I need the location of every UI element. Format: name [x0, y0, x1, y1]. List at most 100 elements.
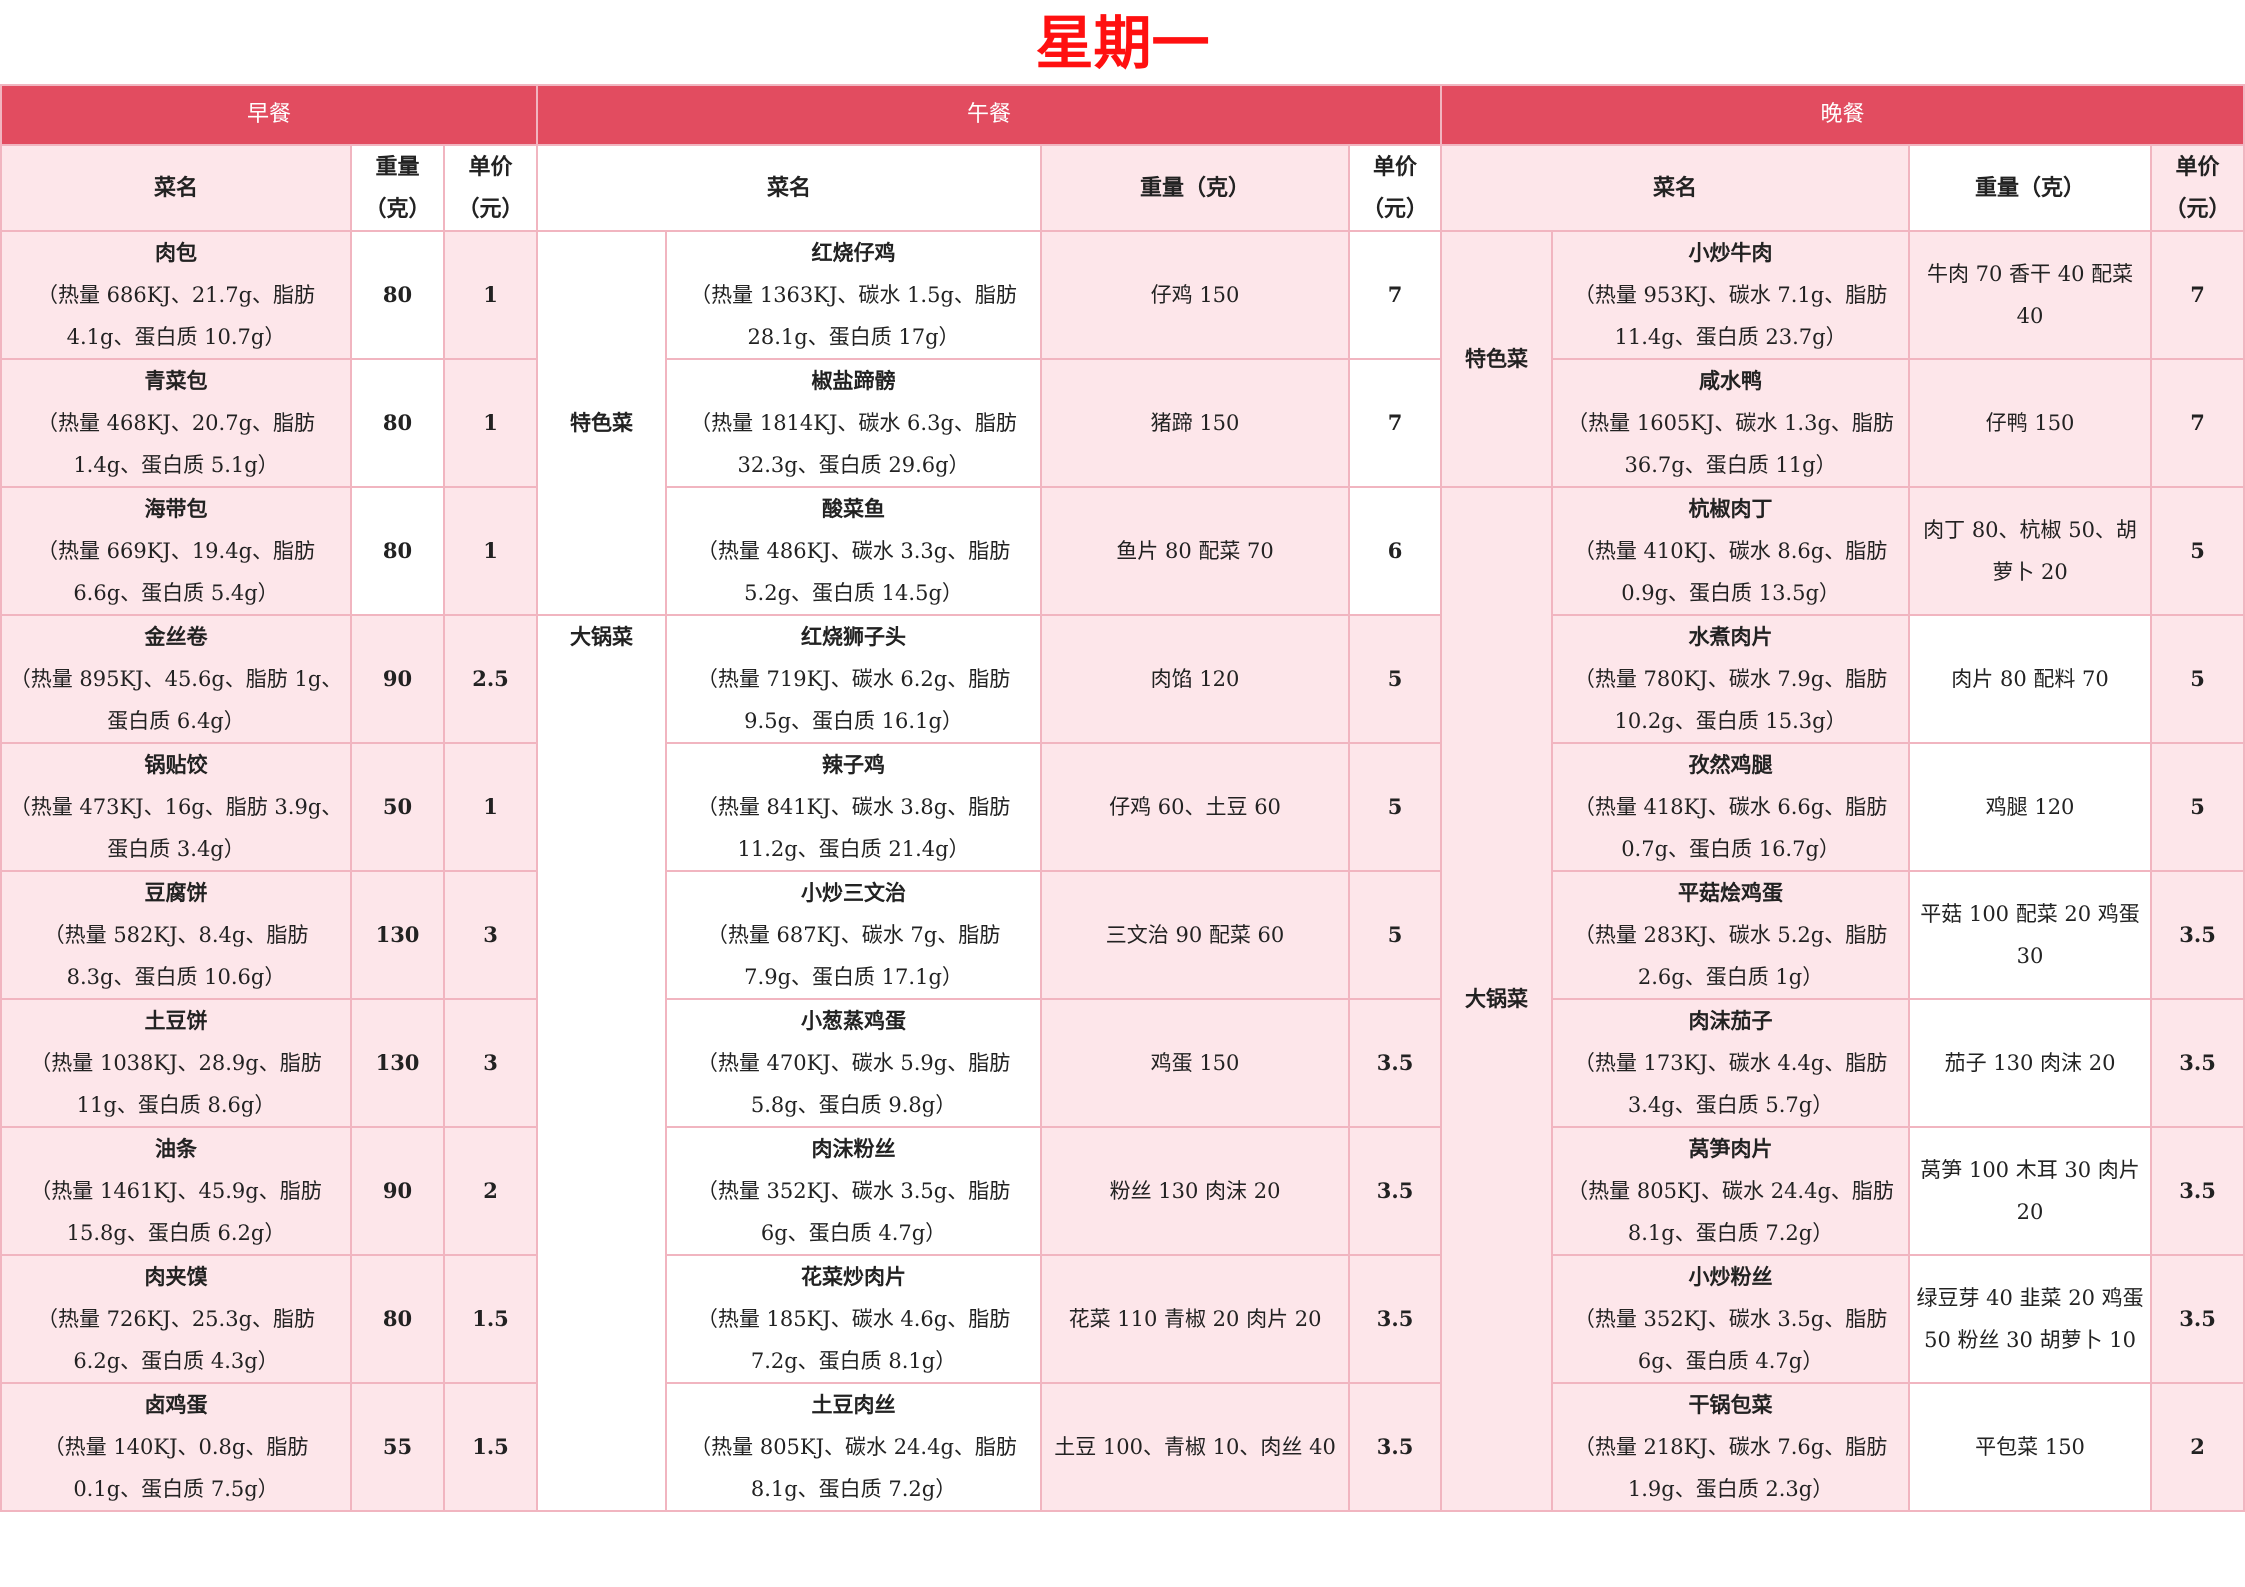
dish-name: 锅贴饺 [144, 752, 208, 777]
breakfast-weight-cell: 130 [350, 870, 445, 1000]
dish-price: 2 [483, 1178, 498, 1203]
dish-nutrition: （热量 486KJ、碳水 3.3g、脂肪 5.2g、蛋白质 14.5g） [696, 539, 1011, 605]
lunch-weight-header: 重量（克） [1040, 144, 1351, 232]
dish-price: 3.5 [2179, 1306, 2216, 1331]
dinner-price-cell: 3.5 [2150, 1254, 2245, 1384]
dish-price: 3 [483, 922, 498, 947]
dish-price: 3 [483, 1050, 498, 1075]
breakfast-header: 早餐 [0, 84, 539, 146]
dinner-weight-cell: 仔鸭 150 [1908, 358, 2153, 488]
dinner-weight-cell: 莴笋 100 木耳 30 肉片 20 [1908, 1126, 2153, 1256]
dinner-dish-cell: 莴笋肉片 （热量 805KJ、碳水 24.4g、脂肪 8.1g、蛋白质 7.2g） [1551, 1126, 1911, 1256]
dish-name: 平菇烩鸡蛋 [1678, 880, 1784, 905]
breakfast-price-cell: 1 [442, 230, 539, 360]
breakfast-weight-cell: 130 [350, 998, 445, 1128]
lunch-weight-cell: 鱼片 80 配菜 70 [1040, 486, 1351, 616]
dinner-weight-cell: 绿豆芽 40 韭菜 20 鸡蛋 50 粉丝 30 胡萝卜 10 [1908, 1254, 2153, 1384]
dish-nutrition: （热量 582KJ、8.4g、脂肪 8.3g、蛋白质 10.6g） [43, 923, 309, 989]
dish-weight: 牛肉 70 香干 40 配菜 40 [1926, 262, 2134, 328]
dish-nutrition: （热量 719KJ、碳水 6.2g、脂肪 9.5g、蛋白质 16.1g） [696, 667, 1011, 733]
breakfast-weight-cell: 80 [350, 486, 445, 616]
dinner-dish-cell: 水煮肉片 （热量 780KJ、碳水 7.9g、脂肪 10.2g、蛋白质 15.3g… [1551, 614, 1911, 744]
dish-weight: 茄子 130 肉沫 20 [1944, 1051, 2116, 1075]
dish-price: 1 [483, 282, 498, 307]
breakfast-price-cell: 1 [442, 358, 539, 488]
breakfast-price-cell: 3 [442, 998, 539, 1128]
dish-nutrition: （热量 687KJ、碳水 7g、脂肪 7.9g、蛋白质 17.1g） [706, 923, 1001, 989]
dish-name: 花菜炒肉片 [801, 1264, 907, 1289]
dinner-dish-cell: 咸水鸭 （热量 1605KJ、碳水 1.3g、脂肪 36.7g、蛋白质 11g） [1551, 358, 1911, 488]
dish-price: 5 [2190, 538, 2205, 563]
dish-nutrition: （热量 841KJ、碳水 3.8g、脂肪 11.2g、蛋白质 21.4g） [696, 795, 1011, 861]
dinner-price-cell: 3.5 [2150, 998, 2245, 1128]
dish-weight: 80 [382, 410, 413, 435]
table-row: 土豆饼 （热量 1038KJ、28.9g、脂肪 11g、蛋白质 8.6g） 130 3… [0, 998, 2245, 1128]
dish-weight: 130 [375, 922, 420, 947]
dinner-weight-cell: 肉片 80 配料 70 [1908, 614, 2153, 744]
lunch-dish-cell: 辣子鸡 （热量 841KJ、碳水 3.8g、脂肪 11.2g、蛋白质 21.4g） [665, 742, 1043, 872]
dinner-header: 晚餐 [1440, 84, 2245, 146]
dish-name: 红烧仔鸡 [811, 240, 896, 265]
lunch-price-cell: 3.5 [1348, 1382, 1443, 1512]
lunch-category-cell: 大锅菜 [536, 614, 668, 1512]
dish-nutrition: （热量 780KJ、碳水 7.9g、脂肪 10.2g、蛋白质 15.3g） [1573, 667, 1888, 733]
dish-nutrition: （热量 805KJ、碳水 24.4g、脂肪 8.1g、蛋白质 7.2g） [1567, 1179, 1894, 1245]
dish-price: 1 [483, 794, 498, 819]
dish-nutrition: （热量 173KJ、碳水 4.4g、脂肪 3.4g、蛋白质 5.7g） [1573, 1051, 1888, 1117]
dinner-name-header: 菜名 [1440, 144, 1911, 232]
dish-weight: 仔鸡 150 [1150, 283, 1240, 307]
dish-nutrition: （热量 1038KJ、28.9g、脂肪 11g、蛋白质 8.6g） [30, 1051, 322, 1117]
dish-name: 红烧狮子头 [801, 624, 907, 649]
lunch-dish-cell: 花菜炒肉片 （热量 185KJ、碳水 4.6g、脂肪 7.2g、蛋白质 8.1g） [665, 1254, 1043, 1384]
dish-weight: 猪蹄 150 [1150, 411, 1240, 435]
dinner-price-cell: 5 [2150, 486, 2245, 616]
dish-nutrition: （热量 218KJ、碳水 7.6g、脂肪 1.9g、蛋白质 2.3g） [1573, 1435, 1888, 1501]
dish-weight: 仔鸭 150 [1985, 411, 2075, 435]
dish-weight: 90 [382, 666, 413, 691]
dinner-weight-cell: 鸡腿 120 [1908, 742, 2153, 872]
dish-weight: 肉馅 120 [1150, 667, 1240, 691]
breakfast-weight-cell: 50 [350, 742, 445, 872]
dish-weight: 平菇 100 配菜 20 鸡蛋 30 [1920, 902, 2140, 968]
lunch-weight-cell: 土豆 100、青椒 10、肉丝 40 [1040, 1382, 1351, 1512]
meal-header-row: 早餐 午餐 晚餐 [0, 84, 2245, 146]
lunch-price-cell: 5 [1348, 742, 1443, 872]
lunch-dish-cell: 肉沫粉丝 （热量 352KJ、碳水 3.5g、脂肪 6g、蛋白质 4.7g） [665, 1126, 1043, 1256]
breakfast-price-cell: 1.5 [442, 1382, 539, 1512]
lunch-dish-cell: 红烧狮子头 （热量 719KJ、碳水 6.2g、脂肪 9.5g、蛋白质 16.1g… [665, 614, 1043, 744]
lunch-weight-cell: 肉馅 120 [1040, 614, 1351, 744]
dish-nutrition: （热量 669KJ、19.4g、脂肪 6.6g、蛋白质 5.4g） [36, 539, 316, 605]
dish-weight: 肉丁 80、杭椒 50、胡萝卜 20 [1923, 518, 2137, 584]
dish-price: 5 [2190, 794, 2205, 819]
category-label: 大锅菜 [1465, 986, 1529, 1011]
dinner-price-header: 单价（元） [2150, 144, 2245, 232]
breakfast-weight-cell: 55 [350, 1382, 445, 1512]
dinner-dish-cell: 小炒牛肉 （热量 953KJ、碳水 7.1g、脂肪 11.4g、蛋白质 23.7g… [1551, 230, 1911, 360]
dinner-price-cell: 7 [2150, 230, 2245, 360]
lunch-dish-cell: 小炒三文治 （热量 687KJ、碳水 7g、脂肪 7.9g、蛋白质 17.1g） [665, 870, 1043, 1000]
lunch-weight-cell: 仔鸡 60、土豆 60 [1040, 742, 1351, 872]
dish-price: 6 [1387, 538, 1403, 563]
dish-weight: 土豆 100、青椒 10、肉丝 40 [1054, 1435, 1336, 1459]
dish-price: 5 [1387, 666, 1403, 691]
dish-weight: 粉丝 130 肉沫 20 [1109, 1179, 1281, 1203]
lunch-price-cell: 3.5 [1348, 1126, 1443, 1256]
dinner-price-cell: 3.5 [2150, 870, 2245, 1000]
lunch-weight-cell: 三文治 90 配菜 60 [1040, 870, 1351, 1000]
dish-name: 豆腐饼 [144, 880, 208, 905]
dish-name: 土豆肉丝 [811, 1392, 896, 1417]
dish-price: 2.5 [472, 666, 509, 691]
dish-name: 椒盐蹄髈 [811, 368, 896, 393]
dish-weight: 80 [382, 538, 413, 563]
dinner-price-cell: 7 [2150, 358, 2245, 488]
dish-weight: 绿豆芽 40 韭菜 20 鸡蛋 50 粉丝 30 胡萝卜 10 [1916, 1286, 2144, 1352]
dinner-weight-cell: 牛肉 70 香干 40 配菜 40 [1908, 230, 2153, 360]
dish-nutrition: （热量 468KJ、20.7g、脂肪 1.4g、蛋白质 5.1g） [36, 411, 316, 477]
breakfast-dish-cell: 金丝卷 （热量 895KJ、45.6g、脂肪 1g、蛋白质 6.4g） [0, 614, 352, 744]
dish-name: 金丝卷 [144, 624, 208, 649]
menu-table: 早餐 午餐 晚餐 菜名 重量（克） 单价（元） 菜名 重量（克） 单价（元） 菜… [0, 84, 2245, 1512]
breakfast-name-header: 菜名 [0, 144, 352, 232]
lunch-dish-cell: 酸菜鱼 （热量 486KJ、碳水 3.3g、脂肪 5.2g、蛋白质 14.5g） [665, 486, 1043, 616]
dish-weight: 平包菜 150 [1975, 1435, 2085, 1459]
dish-nutrition: （热量 1814KJ、碳水 6.3g、脂肪 32.3g、蛋白质 29.6g） [690, 411, 1017, 477]
